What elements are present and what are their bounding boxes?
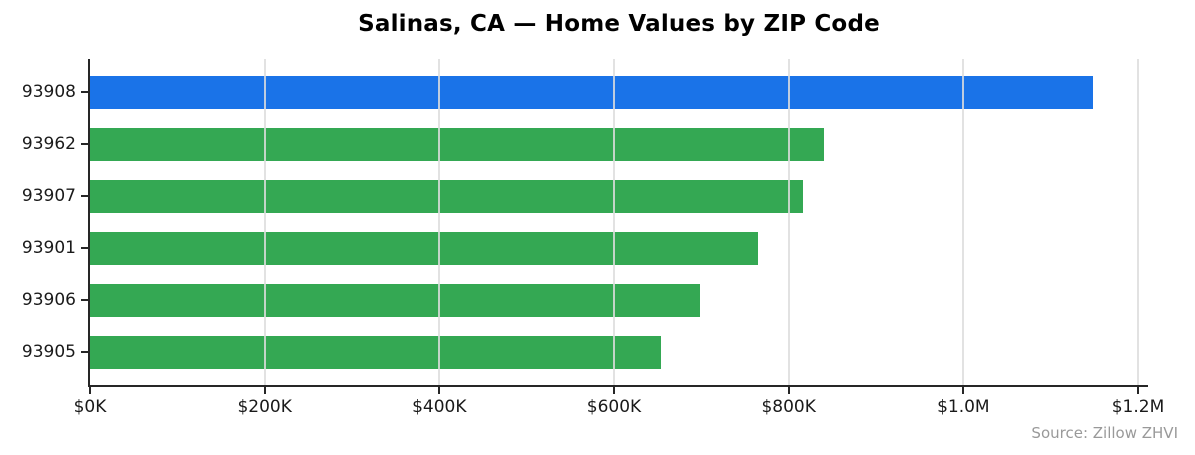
y-axis-tick [81,143,88,145]
x-axis-label: $200K [237,397,292,417]
x-axis-tick [1137,387,1139,394]
gridline [962,59,965,385]
y-axis-label-93908: 93908 [21,82,76,102]
bar-93908 [90,75,1093,109]
x-axis-tick [89,387,91,394]
x-axis-tick [263,387,266,394]
y-axis-label-93905: 93905 [21,342,76,362]
bar-93906 [90,283,701,317]
x-axis-label: $1.0M [937,397,990,417]
x-axis-spine [88,385,1148,387]
x-axis-label: $0K [73,397,107,417]
x-axis-label: $1.2M [1111,397,1165,417]
gridline [613,59,615,385]
bar-93962 [90,127,825,161]
gridline [263,59,266,385]
x-axis-tick [787,387,790,394]
y-axis-label-93901: 93901 [21,238,76,258]
source-note: Source: Zillow ZHVI [1031,424,1178,442]
gridline [438,59,441,385]
y-axis-label-93906: 93906 [21,290,76,310]
y-axis-spine [88,59,90,387]
x-axis-tick [962,387,965,394]
y-axis-label-93962: 93962 [21,134,76,154]
y-axis-tick [81,195,88,197]
x-axis-label: $600K [586,397,642,417]
gridline [1137,59,1139,385]
bar-93907 [90,179,803,213]
x-axis-label: $800K [761,397,816,417]
chart-title: Salinas, CA — Home Values by ZIP Code [358,11,880,37]
y-axis-tick [81,91,88,93]
y-axis-tick [81,351,88,353]
x-axis-tick [438,387,441,394]
gridline [787,59,790,385]
y-axis-tick [81,299,88,301]
bar-93905 [90,335,662,369]
x-axis-tick [613,387,615,394]
bar-93901 [90,231,759,265]
y-axis-label-93907: 93907 [21,186,76,206]
x-axis-label: $400K [412,397,467,417]
y-axis-tick [81,247,88,249]
